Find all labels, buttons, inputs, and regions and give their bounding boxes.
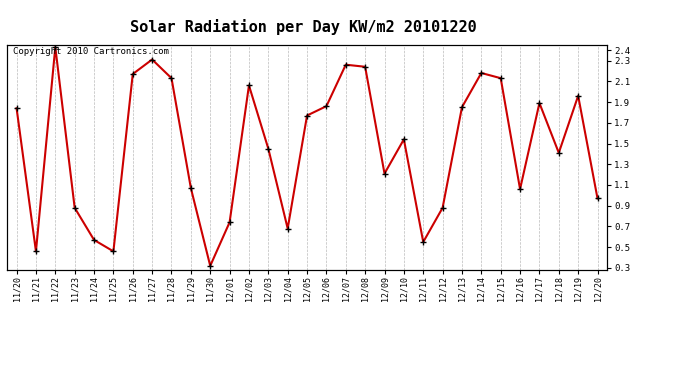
- Text: Solar Radiation per Day KW/m2 20101220: Solar Radiation per Day KW/m2 20101220: [130, 19, 477, 35]
- Text: Copyright 2010 Cartronics.com: Copyright 2010 Cartronics.com: [13, 47, 169, 56]
